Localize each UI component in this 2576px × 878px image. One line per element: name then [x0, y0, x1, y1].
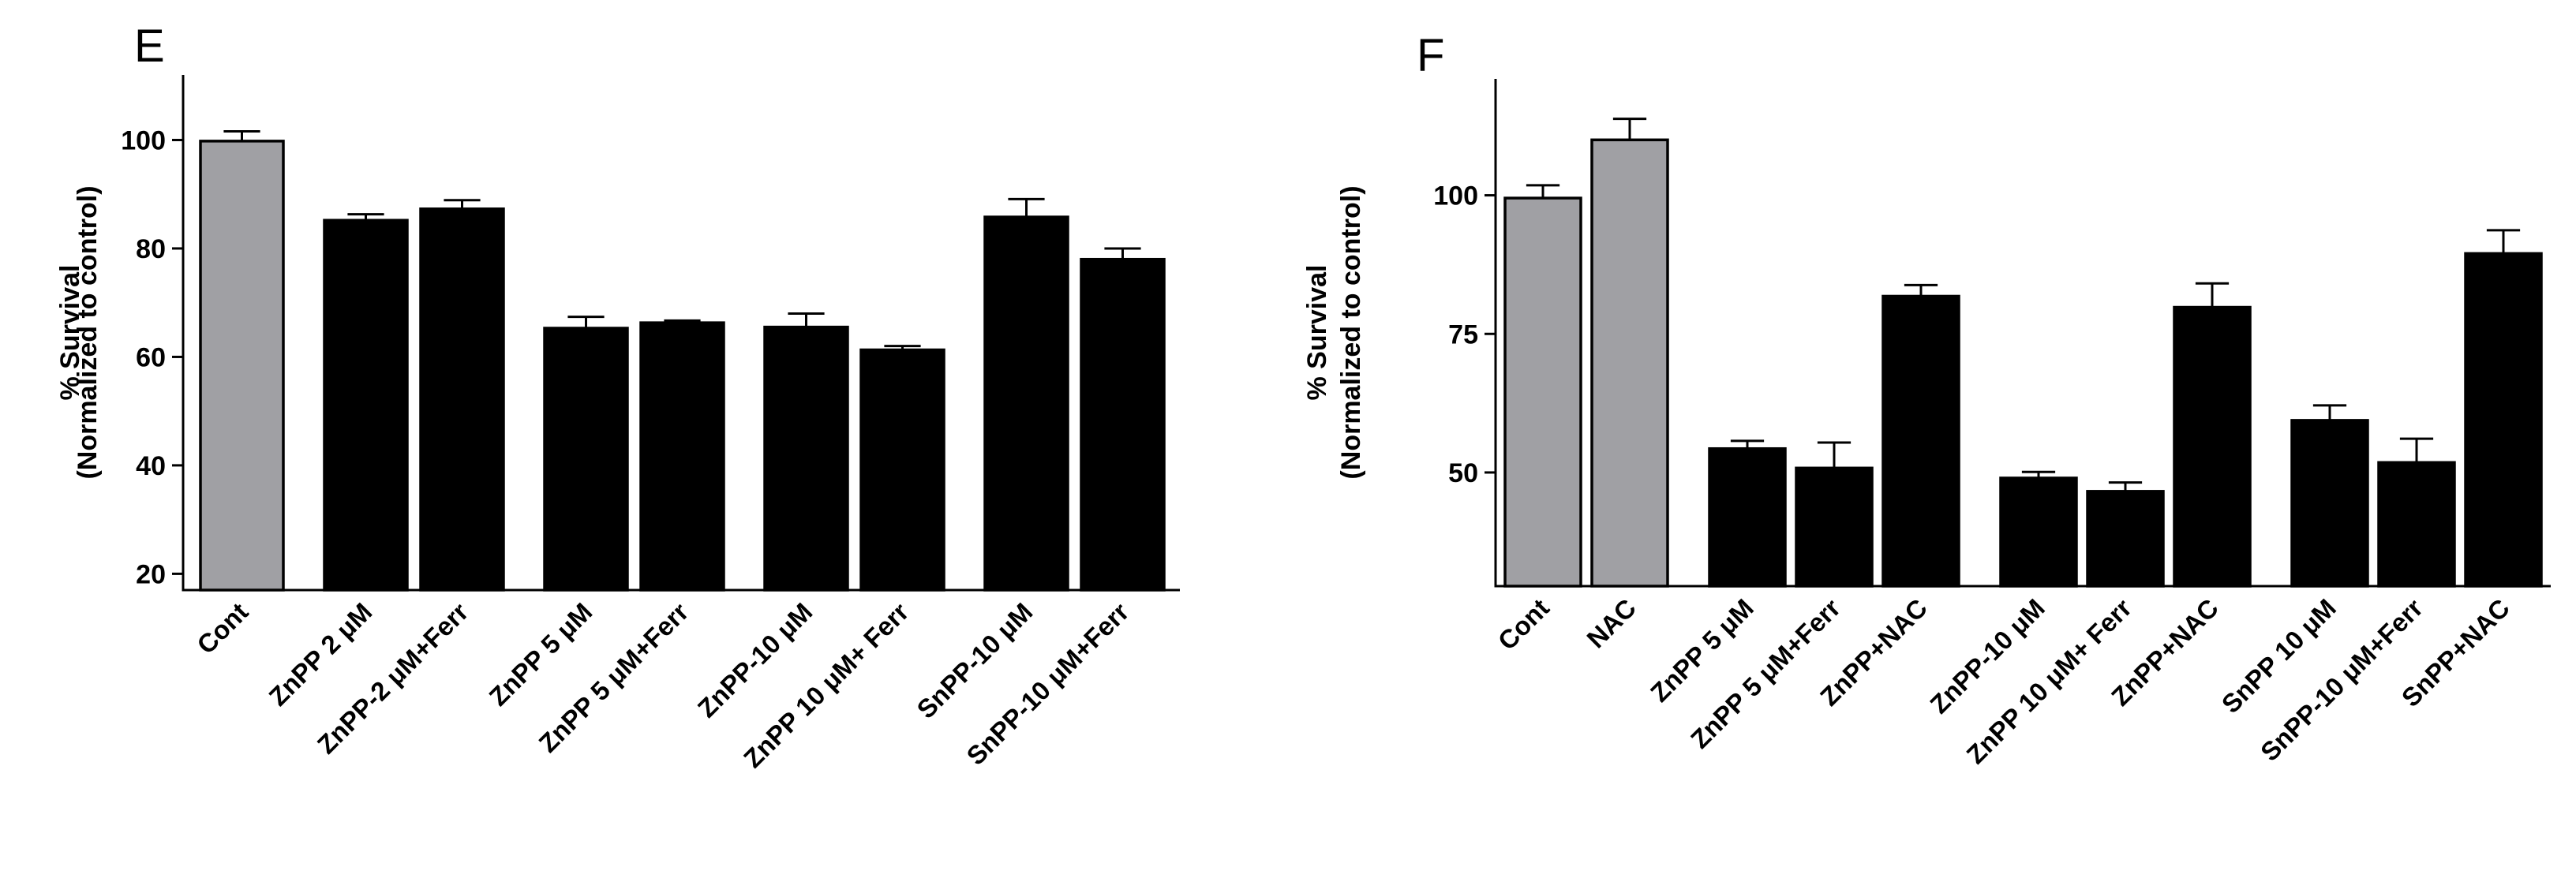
bar	[763, 325, 849, 592]
bar	[2464, 252, 2543, 588]
y-tick-label: 80	[136, 234, 166, 264]
bar	[1590, 138, 1669, 588]
y-tick-label: 40	[136, 451, 166, 481]
x-tick-label: SnPP-10 μM+Ferr	[960, 597, 1134, 771]
bar	[1795, 466, 1874, 588]
bar	[1708, 446, 1787, 588]
bar	[983, 215, 1069, 592]
x-tick-label: ZnPP 5 μM+Ferr	[1685, 593, 1846, 754]
x-tick-label: Cont	[191, 597, 253, 659]
x-tick-label: ZnPP 10 μM+ Ferr	[1960, 593, 2137, 770]
chart-panel-f: F % Survival (Normalized to control) 50 7…	[1302, 30, 2551, 769]
bar	[199, 140, 285, 592]
bar	[1999, 476, 2078, 588]
y-axis-label-f-line2: (Normalized to control)	[1336, 185, 1366, 479]
bar	[2290, 419, 2369, 588]
y-tick-label: 100	[121, 125, 166, 155]
bar	[1080, 257, 1166, 592]
y-tick-label: 20	[136, 559, 166, 589]
panel-label-f: F	[1417, 30, 1444, 81]
y-tick-label: 75	[1448, 319, 1478, 349]
bar	[859, 348, 945, 592]
x-tick-label: Cont	[1492, 593, 1555, 656]
y-tick-label: 100	[1433, 181, 1478, 211]
bar	[323, 219, 409, 592]
bar	[2173, 305, 2252, 588]
bar	[2377, 461, 2456, 588]
x-tick-label: SnPP-10 μM+Ferr	[2255, 593, 2428, 767]
panel-label-e: E	[134, 21, 165, 72]
bar	[1881, 294, 1960, 588]
y-axis-label-f-line1: % Survival	[1302, 265, 1332, 401]
bar	[543, 327, 629, 592]
y-axis-label-e-line1: % Survival	[55, 265, 85, 401]
y-axis-label-e-line2: (Normalized to control)	[73, 185, 103, 479]
bar	[2086, 490, 2165, 588]
x-tick-label: ZnPP 10 μM+ Ferr	[738, 597, 915, 774]
y-tick-label: 50	[1448, 458, 1478, 488]
chart-panel-e: E % Survival (Normalized to control) 20 4…	[55, 21, 1180, 773]
bar	[639, 321, 725, 592]
bar	[1503, 196, 1582, 588]
y-tick-label: 60	[136, 342, 166, 372]
x-tick-label: NAC	[1581, 593, 1642, 654]
bar	[419, 207, 505, 592]
